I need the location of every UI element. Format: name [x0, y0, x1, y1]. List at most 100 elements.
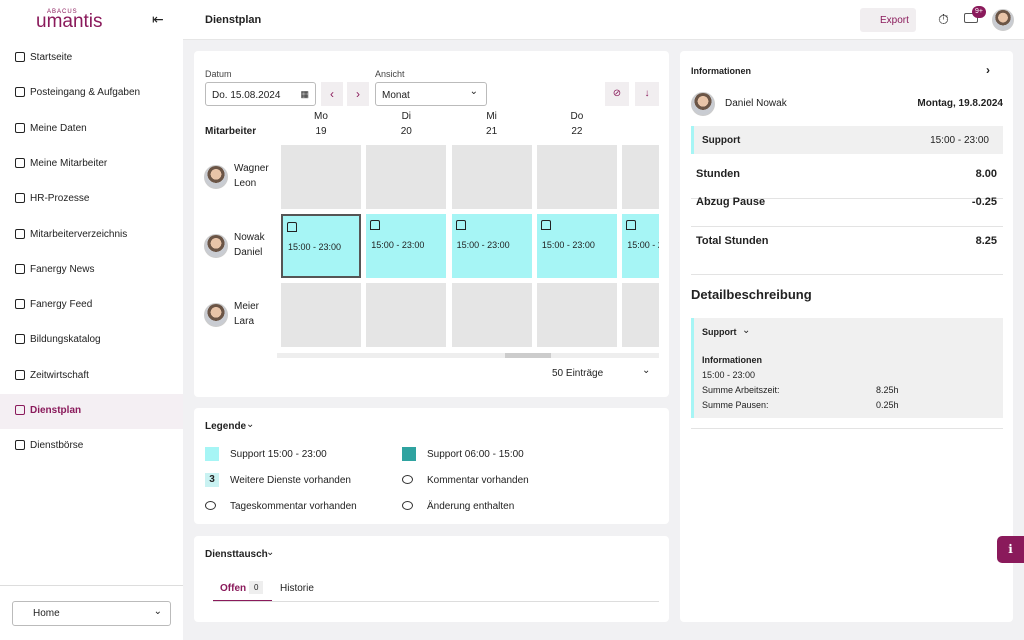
export-label: Export	[880, 15, 909, 26]
nav-item[interactable]: Fanergy News	[0, 253, 183, 288]
info-card: Informationen › Daniel Nowak Montag, 19.…	[680, 51, 1013, 622]
home-select[interactable]: Home ⌄	[12, 601, 171, 626]
nav-label: Zeitwirtschaft	[30, 369, 89, 381]
nav-item[interactable]: Fanergy Feed	[0, 288, 183, 323]
scrollbar[interactable]	[277, 353, 659, 358]
nav-item[interactable]: HR-Prozesse	[0, 182, 183, 217]
date: Montag, 19.8.2024	[917, 98, 1003, 109]
legend-label: Support 06:00 - 15:00	[427, 449, 524, 460]
shirt-icon	[540, 220, 551, 230]
shift-time: 15:00 - 23:00	[456, 240, 510, 250]
day-name: Di	[401, 111, 412, 122]
day-name: Do	[570, 111, 584, 122]
entries-select[interactable]: 50 Einträge	[552, 368, 604, 379]
info-open[interactable]: ›	[986, 63, 990, 77]
nav-item[interactable]: Dienstplan	[0, 394, 183, 429]
avatar	[204, 303, 228, 327]
nav-icon	[15, 122, 25, 133]
nav-label: Bildungskatalog	[30, 334, 101, 346]
filter-button[interactable]: ⊘	[605, 82, 629, 106]
sort-button[interactable]: ↓	[635, 82, 659, 106]
shift-name: Support	[702, 135, 741, 146]
nav-label: Fanergy News	[30, 263, 95, 275]
shift-cell[interactable]: 15:00 - 23:00	[366, 214, 447, 278]
tab-open[interactable]: Offen 0	[213, 580, 272, 602]
date-value: Do. 15.08.2024	[212, 90, 281, 101]
brand-small: ABACUS	[47, 9, 78, 15]
plan-card: Datum Do. 15.08.2024 ▦ ‹ › Ansicht Monat ⌄…	[194, 51, 669, 397]
shift-cell[interactable]: 15:00 - 23:00	[536, 214, 617, 278]
nav-item[interactable]: Meine Daten	[0, 112, 183, 147]
nav-icon	[15, 228, 25, 239]
shift-row: Support 15:00 - 23:00	[691, 126, 1003, 154]
day-number: 21	[486, 126, 498, 137]
inbox-icon[interactable]	[964, 13, 978, 23]
empty-cell[interactable]	[451, 145, 532, 209]
tab-open-label: Offen	[220, 583, 247, 594]
next-button[interactable]: ›	[347, 82, 369, 106]
chevron: ⌄	[266, 547, 275, 558]
nav-item[interactable]: Mitarbeiterverzeichnis	[0, 218, 183, 253]
chevron: ⌄	[153, 606, 162, 617]
detail-time: 15:00 - 23:00	[702, 370, 756, 380]
legend-card: Legende ⌄ Support 15:00 - 23:00 Support 0…	[194, 408, 669, 524]
nav-item[interactable]: Startseite	[0, 41, 183, 76]
shift-time: 15:00 - 23:00	[371, 240, 425, 250]
empty-cell[interactable]	[281, 283, 361, 347]
legend-label: Weitere Dienste vorhanden	[230, 475, 351, 486]
empty-cell[interactable]	[536, 145, 617, 209]
nav-item[interactable]: Posteingang & Aufgaben	[0, 76, 183, 111]
user-avatar[interactable]	[992, 9, 1014, 31]
help-button[interactable]: ℹ	[997, 536, 1024, 563]
empty-cell[interactable]	[536, 283, 617, 347]
nav-icon	[15, 193, 25, 204]
legend-label: Kommentar vorhanden	[427, 475, 529, 486]
empty-cell[interactable]	[366, 145, 447, 209]
prev-button[interactable]: ‹	[321, 82, 343, 106]
row-value: 8.25	[975, 235, 997, 247]
person: Daniel Nowak	[725, 98, 787, 109]
employee-last: Wagner	[234, 163, 269, 174]
grid: Mo 19 Di 20 Mi 21 Do 22 15:00 - 23:00 15:00 - 23:…	[281, 109, 659, 364]
view-value: Monat	[382, 90, 410, 101]
nav-label: Meine Daten	[30, 122, 87, 134]
empty-cell[interactable]	[622, 283, 659, 347]
shift-cell[interactable]: 15:00 - 23:00	[281, 214, 361, 278]
export-button[interactable]: Export	[860, 8, 916, 32]
shift-cell[interactable]: 15:00 - 23:00	[451, 214, 532, 278]
pause-value: 0.25h	[876, 400, 899, 410]
view-select[interactable]: Monat ⌄	[375, 82, 487, 106]
divider	[691, 226, 1003, 227]
nav-icon	[15, 157, 25, 168]
sidebar: ABACUS umantis ⇤ Home ⌄ Startseite Postei…	[0, 0, 183, 640]
timer-icon[interactable]: ⏱	[938, 11, 949, 27]
employee-last: Meier	[234, 301, 260, 312]
row-label: Stunden	[696, 168, 740, 180]
nav-item[interactable]: Zeitwirtschaft	[0, 359, 183, 394]
nav-label: HR-Prozesse	[30, 193, 90, 205]
shift-time: 15:00 - 23:00	[627, 240, 659, 250]
empty-cell[interactable]	[622, 145, 659, 209]
collapse[interactable]: ⇤	[152, 11, 164, 27]
nav-icon	[15, 440, 25, 451]
date-label: Datum	[205, 69, 232, 79]
nav-item[interactable]: Meine Mitarbeiter	[0, 147, 183, 182]
row-value: -0.25	[971, 196, 997, 208]
chevron: ⌄	[642, 365, 651, 376]
empty-cell[interactable]	[281, 145, 361, 209]
chevron: ⌄	[246, 419, 255, 430]
empty-cell[interactable]	[451, 283, 532, 347]
empty-cell[interactable]	[366, 283, 447, 347]
nav-item[interactable]: Bildungskatalog	[0, 323, 183, 358]
shift-cell[interactable]: 15:00 - 23:00	[622, 214, 659, 278]
tab-history[interactable]: Historie	[280, 583, 314, 594]
divider	[213, 601, 659, 602]
shirt-icon	[455, 220, 466, 230]
row-label: Total Stunden	[696, 235, 769, 247]
day-name: Mo	[314, 111, 328, 122]
badge: 9+	[972, 6, 986, 18]
divider	[0, 585, 183, 586]
employee-header: Mitarbeiter	[205, 126, 257, 137]
date-input[interactable]: Do. 15.08.2024 ▦	[205, 82, 316, 106]
nav-item[interactable]: Dienstbörse	[0, 429, 183, 464]
